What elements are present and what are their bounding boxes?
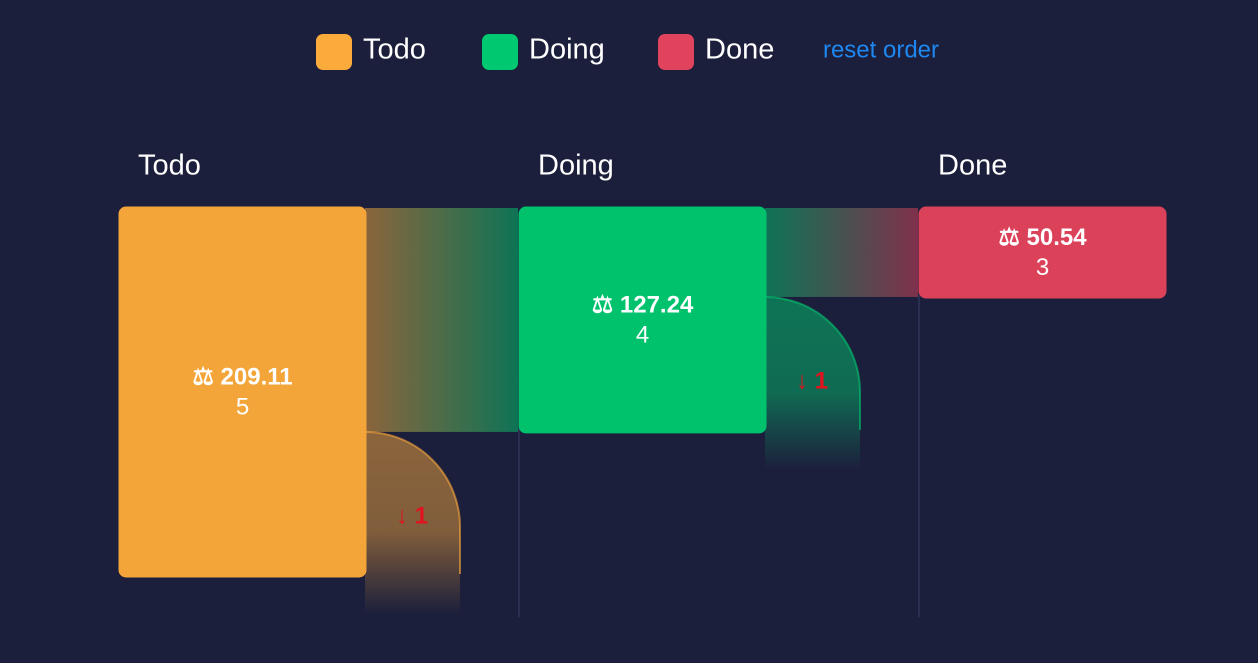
legend-label[interactable]: Todo — [363, 34, 426, 66]
legend-swatch[interactable] — [482, 34, 518, 70]
stage-count: 3 — [1036, 254, 1049, 281]
column-header: Doing — [538, 150, 614, 182]
dropoff-label: ↓ 1 — [796, 367, 828, 394]
legend-label[interactable]: Done — [705, 34, 774, 66]
legend-swatch[interactable] — [316, 34, 352, 70]
dropoff-edge — [364, 430, 461, 574]
stage-bar — [118, 206, 367, 578]
stage-value: ⚖ 127.24 — [592, 291, 694, 318]
column-header: Done — [938, 150, 1007, 182]
dropoff-label: ↓ 1 — [396, 502, 428, 529]
stage-count: 5 — [236, 393, 249, 420]
stage-value: ⚖ 50.54 — [998, 224, 1087, 251]
stage-count: 4 — [636, 321, 649, 348]
reset-order[interactable]: reset order — [823, 36, 939, 63]
stage-bar — [918, 206, 1167, 299]
flow-band — [765, 208, 918, 297]
flow-band — [365, 208, 518, 432]
dropoff — [765, 296, 860, 470]
legend-label[interactable]: Doing — [529, 34, 605, 66]
dropoff-edge — [764, 295, 861, 430]
stage-value: ⚖ 209.11 — [192, 363, 292, 390]
column-header: Todo — [138, 150, 201, 182]
legend-swatch[interactable] — [658, 34, 694, 70]
stage-bar — [518, 206, 767, 434]
dropoff — [365, 431, 460, 614]
